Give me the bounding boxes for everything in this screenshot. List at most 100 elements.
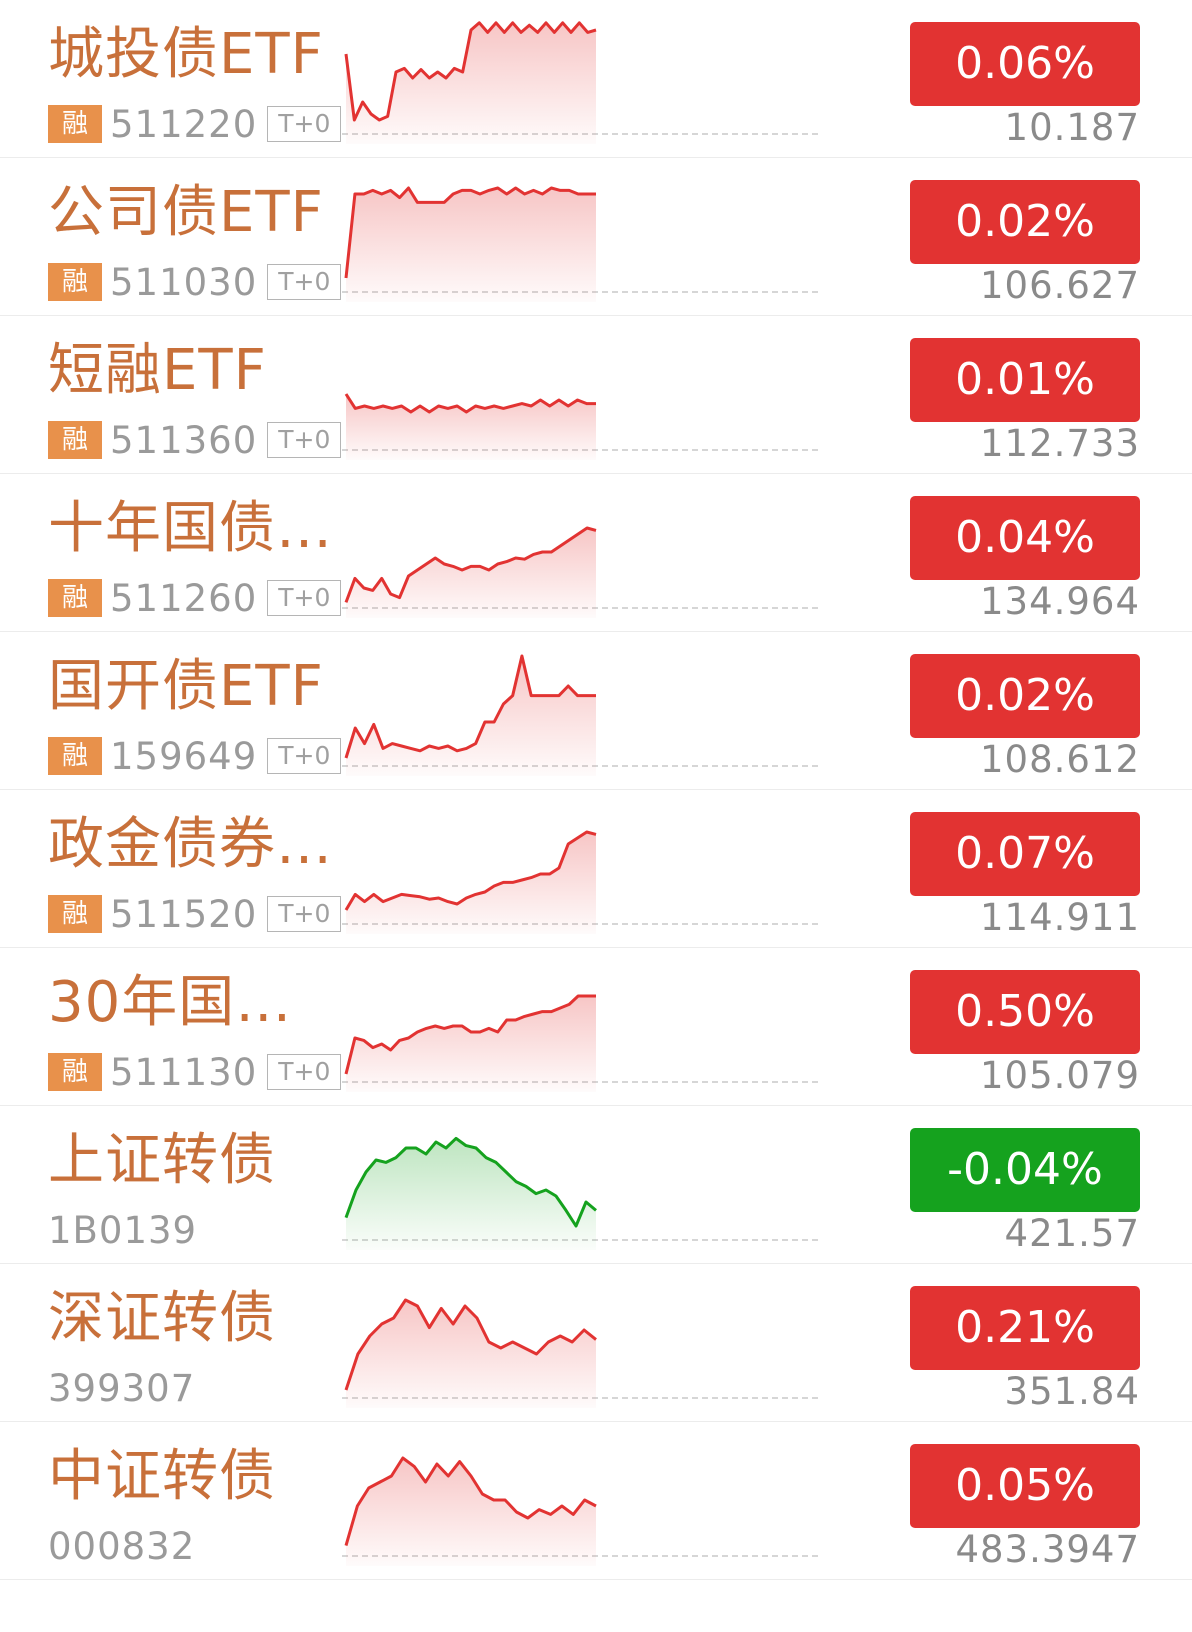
latest-price: 105.079 [979, 1054, 1140, 1097]
latest-price: 483.3947 [955, 1528, 1140, 1571]
sparkline-line [344, 21, 597, 122]
sparkline-area [346, 22, 596, 144]
sparkline-area [346, 1458, 596, 1566]
code-line: 融 511130 T+0 [48, 1051, 342, 1094]
sparkline-area [346, 656, 596, 776]
fund-name: 公司债ETF [48, 180, 324, 245]
fund-name: 国开债ETF [48, 654, 324, 719]
sparkline-line [344, 1136, 597, 1228]
sparkline-line [344, 1456, 597, 1547]
sparkline-line [344, 393, 596, 414]
fund-code: 511360 [110, 418, 258, 462]
latest-price: 106.627 [979, 264, 1140, 307]
fund-name: 政金债券ETF [48, 812, 338, 877]
sparkline-chart [342, 654, 822, 776]
sparkline-chart [342, 186, 822, 302]
latest-price: 112.733 [979, 422, 1140, 465]
margin-badge: 融 [48, 1053, 102, 1091]
margin-badge: 融 [48, 421, 102, 459]
fund-code: 511220 [110, 102, 258, 146]
fund-code: 1B0139 [48, 1208, 198, 1252]
code-line: 000832 [48, 1524, 196, 1568]
latest-price: 421.57 [1004, 1212, 1140, 1255]
list-item[interactable]: 中证转债 000832 0.05% 483.3947 [0, 1422, 1192, 1580]
code-line: 融 511520 T+0 [48, 892, 342, 936]
sparkline-area [346, 394, 596, 460]
code-line: 融 511360 T+0 [48, 418, 342, 462]
latest-price: 108.612 [979, 738, 1140, 781]
fund-name: 中证转债 [48, 1444, 276, 1509]
latest-price: 351.84 [1004, 1370, 1140, 1413]
sparkline-line [344, 1298, 597, 1391]
sparkline-chart [342, 526, 822, 618]
margin-badge: 融 [48, 105, 102, 143]
code-line: 399307 [48, 1367, 195, 1410]
sparkline-line [344, 994, 596, 1075]
sparkline-chart [342, 1298, 822, 1408]
margin-badge: 融 [48, 579, 102, 617]
t0-badge: T+0 [267, 580, 342, 616]
list-item[interactable]: 短融ETF 融 511360 T+0 0.01% 112.733 [0, 316, 1192, 474]
fund-name: 城投债ETF [48, 22, 324, 87]
change-percent-button[interactable]: 0.02% [910, 180, 1140, 264]
fund-name: 短融ETF [48, 338, 267, 403]
change-percent-button[interactable]: 0.06% [910, 22, 1140, 106]
fund-code: 000832 [48, 1524, 196, 1568]
change-percent-button[interactable]: 0.04% [910, 496, 1140, 580]
list-item[interactable]: 国开债ETF 融 159649 T+0 0.02% 108.612 [0, 632, 1192, 790]
t0-badge: T+0 [267, 106, 342, 142]
list-item[interactable]: 深证转债 399307 0.21% 351.84 [0, 1264, 1192, 1422]
sparkline-chart [342, 1456, 822, 1566]
sparkline-line [344, 186, 596, 279]
list-item[interactable]: 城投债ETF 融 511220 T+0 0.06% 10.187 [0, 0, 1192, 158]
fund-code: 159649 [110, 734, 258, 778]
margin-badge: 融 [48, 263, 102, 301]
code-line: 融 511220 T+0 [48, 102, 342, 146]
sparkline-chart [342, 393, 822, 460]
change-percent-button[interactable]: 0.07% [910, 812, 1140, 896]
code-line: 融 511260 T+0 [48, 577, 342, 620]
fund-name: 深证转债 [48, 1286, 276, 1351]
sparkline-line [344, 830, 597, 911]
list-item[interactable]: 公司债ETF 融 511030 T+0 0.02% 106.627 [0, 158, 1192, 316]
change-percent-button[interactable]: 0.02% [910, 654, 1140, 738]
margin-badge: 融 [48, 737, 102, 775]
fund-code: 511520 [110, 892, 258, 936]
change-percent-button[interactable]: 0.05% [910, 1444, 1140, 1528]
change-percent-button[interactable]: 0.21% [910, 1286, 1140, 1370]
bond-etf-list: 城投债ETF 融 511220 T+0 0.06% 10.187 公司债ETF 融 511030… [0, 0, 1192, 1580]
code-line: 融 159649 T+0 [48, 734, 342, 778]
sparkline-area [346, 1138, 596, 1250]
sparkline-chart [342, 830, 822, 934]
sparkline-area [346, 832, 596, 934]
t0-badge: T+0 [267, 738, 342, 774]
fund-code: 511030 [110, 260, 258, 304]
sparkline-area [346, 528, 596, 618]
sparkline-chart [342, 994, 822, 1092]
sparkline-area [346, 188, 596, 302]
change-percent-button[interactable]: 0.01% [910, 338, 1140, 422]
sparkline-line [344, 526, 597, 603]
fund-name: 十年国债ETF [48, 496, 338, 561]
margin-badge: 融 [48, 895, 102, 933]
change-percent-button[interactable]: -0.04% [910, 1128, 1140, 1212]
t0-badge: T+0 [267, 896, 342, 932]
sparkline-chart [342, 1136, 822, 1250]
fund-name: 30年国债ET... [48, 970, 338, 1035]
sparkline-area [346, 1300, 596, 1408]
latest-price: 114.911 [979, 896, 1140, 939]
list-item[interactable]: 上证转债 1B0139 -0.04% 421.57 [0, 1106, 1192, 1264]
t0-badge: T+0 [267, 264, 342, 300]
sparkline-chart [342, 21, 822, 144]
latest-price: 10.187 [1004, 106, 1140, 149]
code-line: 1B0139 [48, 1208, 198, 1252]
fund-name: 上证转债 [48, 1128, 276, 1193]
t0-badge: T+0 [267, 1054, 342, 1090]
sparkline-line [344, 654, 596, 759]
t0-badge: T+0 [267, 422, 342, 458]
change-percent-button[interactable]: 0.50% [910, 970, 1140, 1054]
sparkline-area [346, 996, 596, 1092]
